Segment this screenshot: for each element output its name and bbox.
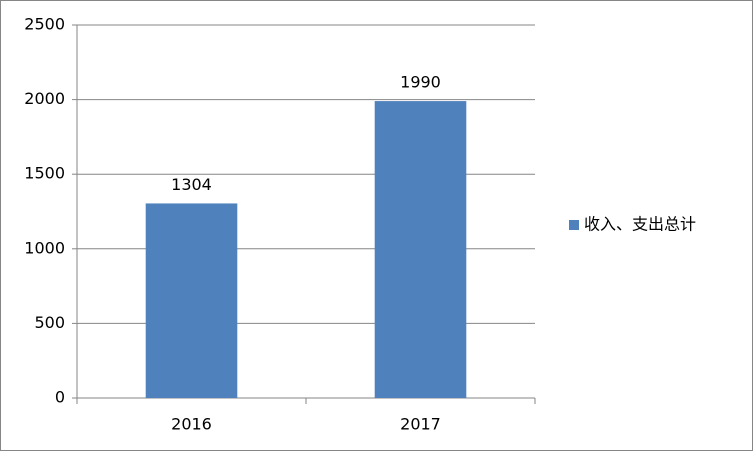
legend-label: 收入、支出总计 [584,215,696,234]
y-tick-label: 2500 [24,15,65,34]
bar [374,101,467,398]
legend-swatch [569,220,579,230]
y-tick-label: 0 [55,388,65,407]
x-tick-label: 2016 [171,415,212,434]
data-label: 1304 [171,175,212,194]
y-tick-label: 2000 [24,89,65,108]
data-label: 1990 [400,73,441,92]
y-tick-label: 1500 [24,164,65,183]
y-tick-label: 1000 [24,238,65,257]
bar [145,203,238,398]
y-tick-label: 500 [34,313,65,332]
x-tick-label: 2017 [400,415,441,434]
